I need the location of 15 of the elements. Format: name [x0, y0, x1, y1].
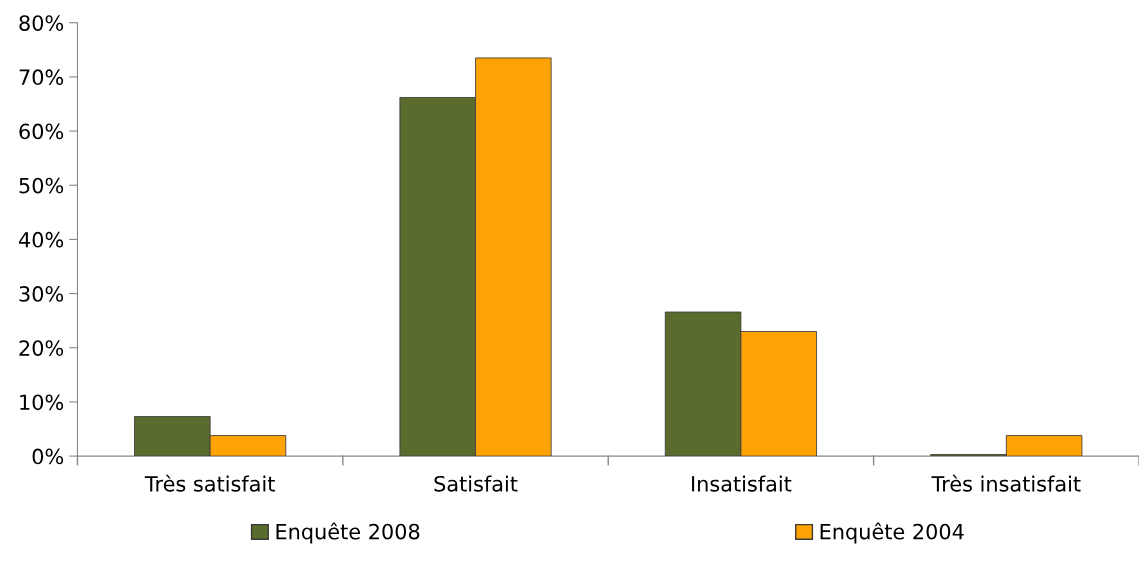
x-tick-label: Très insatisfait: [931, 474, 1081, 492]
y-tick-label: 40%: [18, 231, 64, 248]
x-tick-label: Satisfait: [434, 475, 518, 492]
y-tick-label: 60%: [19, 123, 64, 140]
x-tick-label: Insatisfait: [692, 475, 792, 492]
y-tick-label: 50%: [19, 177, 64, 194]
legend-label: Enquête 2004: [820, 522, 964, 544]
y-tick-label: 20%: [19, 340, 64, 356]
y-tick-label: 70%: [19, 69, 64, 86]
y-tick-label: 0%: [32, 448, 64, 465]
y-tick-label: 80%: [19, 15, 64, 31]
y-tick-label: 10%: [20, 394, 64, 411]
x-tick-label: Très satisfait: [144, 474, 275, 492]
legend-label: Enquête 2008: [276, 522, 420, 544]
y-tick-label: 30%: [19, 286, 64, 302]
